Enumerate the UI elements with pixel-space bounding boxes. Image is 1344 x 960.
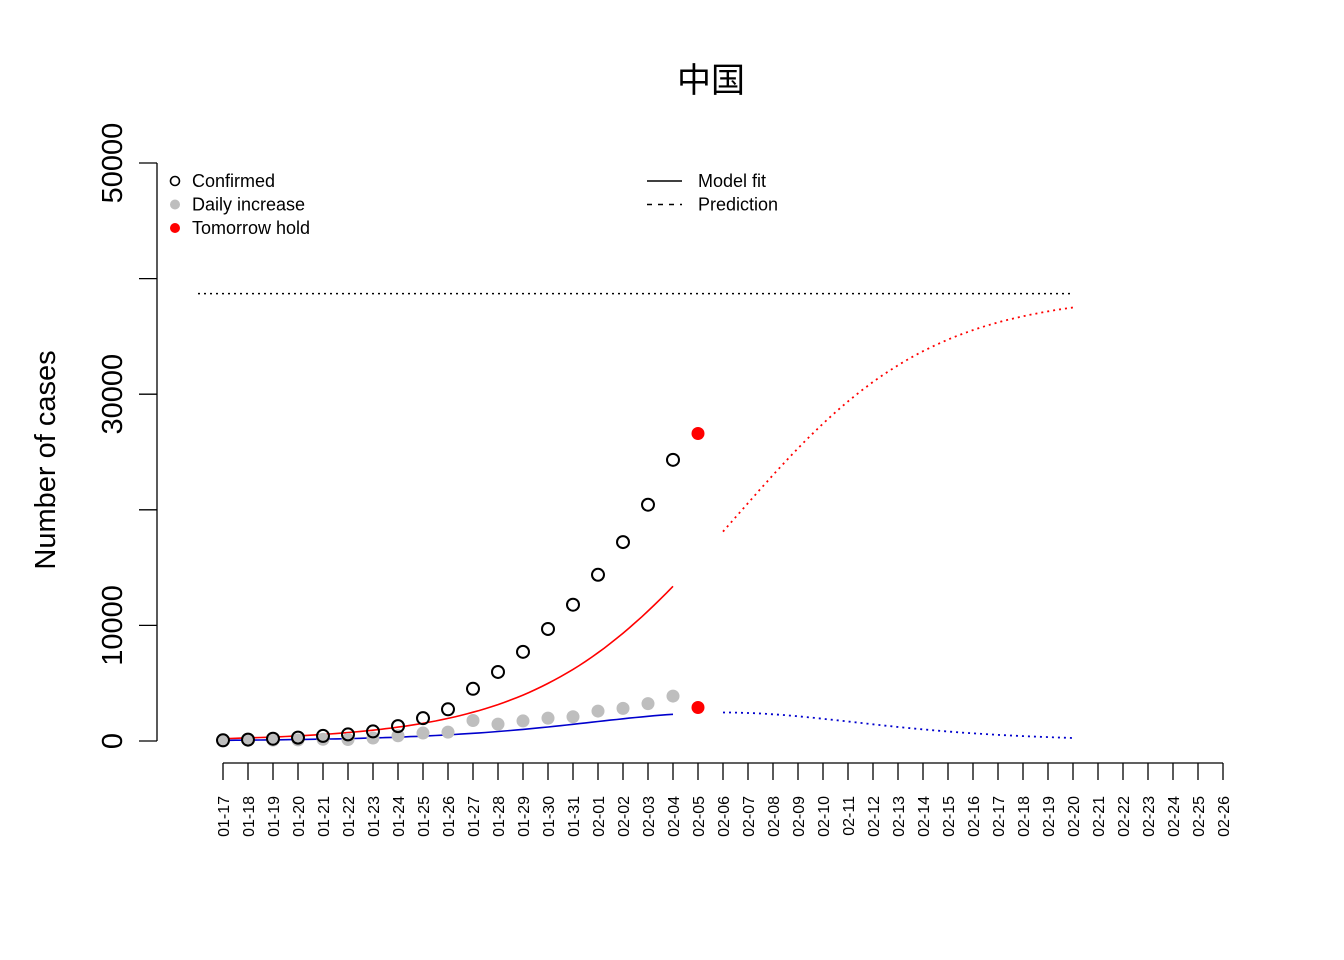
legend-marker — [169, 175, 181, 187]
legend-left: Confirmed Daily increase Tomorrow hold — [169, 171, 310, 238]
x-tick-label: 01-17 — [216, 796, 233, 837]
x-tick-label: 02-03 — [641, 796, 658, 837]
daily-increase-point — [616, 701, 630, 715]
x-tick-label: 02-14 — [916, 796, 933, 837]
y-tick-label: 50000 — [97, 123, 129, 204]
x-tick-label: 02-16 — [966, 796, 983, 837]
x-tick-label: 02-13 — [891, 796, 908, 837]
x-tick-label: 02-21 — [1091, 796, 1108, 837]
daily-increase-point — [416, 726, 430, 740]
x-tick-label: 01-30 — [541, 796, 558, 837]
legend-label: Prediction — [698, 195, 778, 215]
daily-increase-point — [316, 732, 330, 746]
daily-increase-point — [516, 714, 530, 728]
x-tick-label: 02-17 — [991, 796, 1008, 837]
confirmed-point — [316, 728, 330, 743]
confirmed-point — [666, 452, 680, 467]
y-tick-label: 30000 — [97, 354, 129, 435]
x-tick-label: 01-21 — [316, 796, 333, 837]
legend-label: Tomorrow hold — [192, 218, 310, 238]
x-tick-label: 01-23 — [366, 796, 383, 837]
confirmed-point — [241, 732, 255, 747]
y-tick-label: 0 — [97, 733, 129, 749]
x-tick-label: 02-19 — [1041, 796, 1058, 837]
x-tick-label: 01-22 — [341, 796, 358, 837]
x-tick-label: 01-18 — [241, 796, 258, 837]
x-tick-label: 02-06 — [716, 796, 733, 837]
x-tick-label: 02-18 — [1016, 796, 1033, 837]
x-tick-label: 02-24 — [1166, 796, 1183, 837]
x-tick-label: 01-28 — [491, 796, 508, 837]
legend-label: Confirmed — [192, 171, 275, 191]
x-tick-label: 01-27 — [466, 796, 483, 837]
daily-increase-point — [591, 704, 605, 718]
x-tick-label: 01-20 — [291, 796, 308, 837]
x-tick-label: 02-20 — [1066, 796, 1083, 837]
x-tick-label: 01-19 — [266, 796, 283, 837]
confirmed-point — [266, 731, 280, 746]
x-tick-label: 02-02 — [616, 796, 633, 837]
legend-right: Model fit Prediction — [647, 171, 778, 215]
confirmed-point — [566, 597, 580, 612]
confirmed-prediction-line — [722, 306, 1074, 533]
x-tick-label: 02-11 — [841, 796, 858, 836]
x-tick-label: 02-05 — [691, 796, 708, 837]
confirmed-point — [591, 567, 605, 582]
legend-marker — [170, 199, 180, 210]
confirmed-point — [616, 535, 630, 550]
x-tick-label: 01-24 — [391, 796, 408, 837]
confirmed-point — [416, 711, 430, 726]
tomorrow-hold-confirmed-point — [691, 427, 705, 441]
legend-marker — [170, 223, 180, 233]
x-tick-label: 01-25 — [416, 796, 433, 837]
confirmed-point — [491, 664, 505, 679]
daily-increase-point — [391, 729, 405, 743]
daily-increase-point — [541, 711, 555, 725]
x-tick-label: 02-08 — [766, 796, 783, 837]
x-tick-label: 02-12 — [866, 796, 883, 837]
daily-increase-point — [566, 710, 580, 724]
x-tick-label: 02-15 — [941, 796, 958, 837]
x-tick-label: 01-26 — [441, 796, 458, 837]
x-tick-label: 02-10 — [816, 796, 833, 837]
confirmed-point — [391, 719, 405, 734]
daily-increase-point — [666, 689, 680, 703]
daily-increase-point — [441, 725, 455, 739]
daily-prediction-line — [723, 711, 1074, 739]
confirmed-point — [641, 497, 655, 512]
daily-increase-point — [466, 714, 480, 728]
confirmed-point — [366, 724, 380, 739]
y-tick-label: 10000 — [97, 585, 129, 666]
confirmed-point — [291, 730, 305, 745]
confirmed-point — [516, 644, 530, 659]
legend-label: Model fit — [698, 171, 766, 191]
x-tick-label: 02-07 — [741, 796, 758, 837]
x-tick-label: 02-01 — [591, 796, 608, 837]
plot-points — [216, 427, 705, 748]
x-tick-label: 01-31 — [566, 796, 583, 837]
x-axis: 01-17 01-18 01-19 01-20 01-21 01-22 01-23 01-24… — [216, 762, 1233, 837]
y-axis-label: Number of cases — [30, 350, 62, 569]
chart-title: 中国 — [677, 62, 745, 100]
confirmed-point — [541, 621, 555, 636]
confirmed-point — [466, 681, 480, 696]
x-tick-label: 02-26 — [1216, 796, 1233, 837]
daily-increase-point — [641, 697, 655, 711]
legend-label: Daily increase — [192, 195, 305, 215]
plot-lines — [198, 292, 1074, 742]
confirmed-point — [216, 733, 230, 748]
confirmed-point — [341, 727, 355, 742]
daily-increase-point — [491, 717, 505, 731]
tomorrow-hold-daily-point — [691, 700, 705, 714]
x-tick-label: 02-25 — [1191, 796, 1208, 837]
x-tick-label: 01-29 — [516, 796, 533, 837]
x-tick-label: 02-09 — [791, 796, 808, 837]
x-tick-label: 02-04 — [666, 796, 683, 837]
y-axis: 0 10000 30000 50000 — [97, 123, 158, 749]
x-tick-label: 02-22 — [1116, 796, 1133, 837]
confirmed-point — [441, 702, 455, 717]
x-tick-label: 02-23 — [1141, 796, 1158, 837]
